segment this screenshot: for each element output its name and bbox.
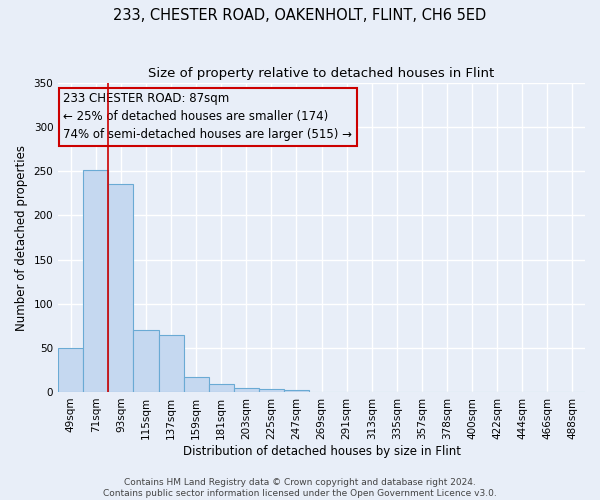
Bar [259, 390, 284, 392]
Y-axis label: Number of detached properties: Number of detached properties [15, 144, 28, 330]
X-axis label: Distribution of detached houses by size in Flint: Distribution of detached houses by size … [182, 444, 461, 458]
Bar [184, 377, 209, 392]
Bar [133, 330, 158, 392]
Bar [284, 390, 309, 392]
Title: Size of property relative to detached houses in Flint: Size of property relative to detached ho… [148, 68, 495, 80]
Text: Contains HM Land Registry data © Crown copyright and database right 2024.
Contai: Contains HM Land Registry data © Crown c… [103, 478, 497, 498]
Bar [209, 384, 234, 392]
Bar [58, 348, 83, 392]
Bar [234, 388, 259, 392]
Bar [158, 334, 184, 392]
Bar [83, 170, 109, 392]
Bar [109, 184, 133, 392]
Text: 233 CHESTER ROAD: 87sqm
← 25% of detached houses are smaller (174)
74% of semi-d: 233 CHESTER ROAD: 87sqm ← 25% of detache… [64, 92, 352, 142]
Text: 233, CHESTER ROAD, OAKENHOLT, FLINT, CH6 5ED: 233, CHESTER ROAD, OAKENHOLT, FLINT, CH6… [113, 8, 487, 22]
